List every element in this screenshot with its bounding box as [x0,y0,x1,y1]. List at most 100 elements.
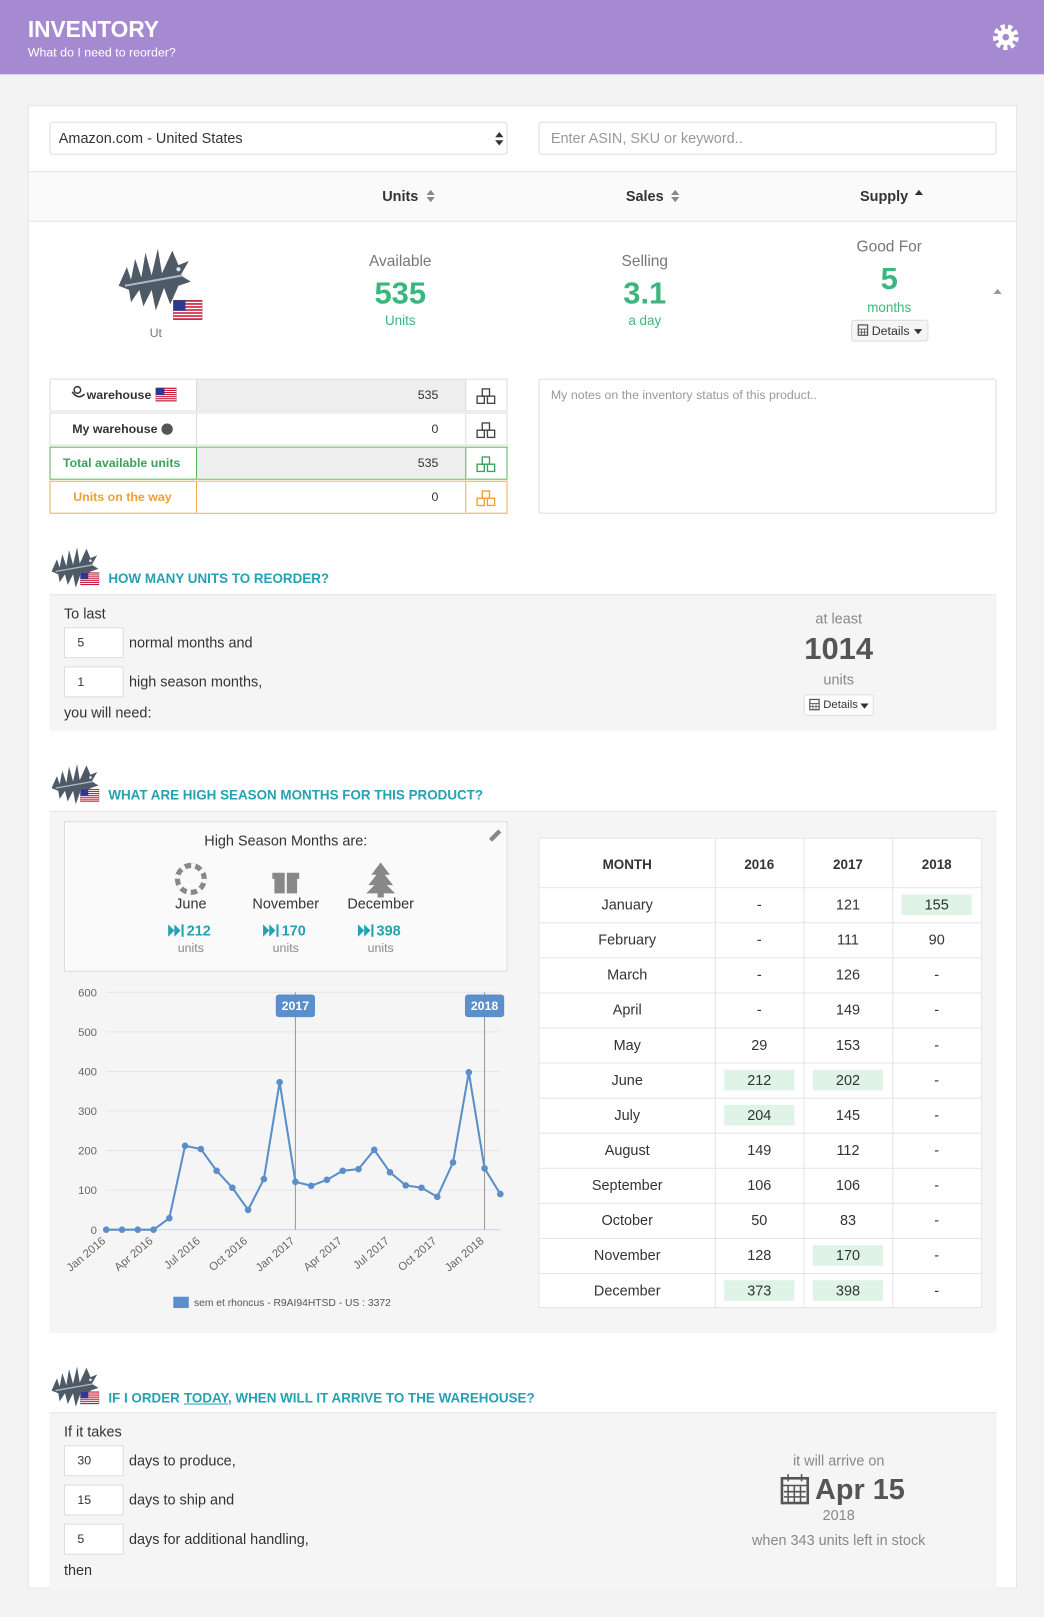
arrival-text: days for additional handling, [128,1530,309,1547]
highlight-cell [812,1280,884,1301]
table-month: June [611,1071,643,1088]
season-month-value: 212 [186,921,211,939]
table-month: April [612,1001,642,1018]
table-cell: - [934,1001,940,1018]
number-input-value: 1 [77,674,85,689]
table-month: July [614,1106,641,1124]
arrival-text: days to ship and [128,1491,235,1508]
table-cell: 121 [835,896,861,913]
table-cell: - [934,1036,940,1053]
notes-textarea[interactable] [538,378,997,514]
table-cell: - [756,931,762,948]
number-input[interactable] [63,1484,124,1516]
arrival-date: Apr 15 [814,1473,905,1506]
table-row-border [538,1027,983,1029]
title-text: IF I ORDER [108,1390,180,1406]
table-column-border [803,837,805,1309]
table-month: February [598,931,657,948]
table-month: November [593,1246,661,1264]
table-cell: - [934,1141,940,1159]
details-button[interactable] [851,319,929,342]
columns-row [28,171,1017,222]
season-month-unit: units [367,940,394,956]
stock-value: 0 [431,421,439,437]
season-month-name: November [252,895,320,912]
season-month-name: December [347,895,414,912]
table-cell: 106 [747,1176,772,1194]
highlight-cell [724,1104,795,1126]
number-input[interactable] [63,666,124,698]
table-cell: - [934,1211,940,1229]
stock-value-cell [196,447,467,479]
number-input-value: 15 [77,1492,92,1507]
number-input[interactable] [63,1445,124,1477]
sort-column[interactable]: Sales [625,187,664,204]
stat-value: 3.1 [623,276,667,311]
stat-unit: months [867,299,912,315]
table-cell: 153 [835,1036,861,1053]
stat-label: Available [368,252,432,271]
table-cell: 202 [835,1071,861,1088]
reorder-text: high season months, [128,673,263,690]
sort-column[interactable]: Supply [860,187,909,204]
season-month-unit: units [177,940,204,956]
stock-label: My warehouse [72,421,158,437]
table-cell: 50 [751,1211,768,1229]
table-header: MONTH [602,856,652,872]
header-bar [0,0,1044,75]
table-column-border [714,837,716,1309]
section-title: HOW MANY UNITS TO REORDER? [108,570,330,587]
table-cell: 106 [835,1176,861,1194]
table-row-border [538,1097,983,1099]
table-cell: 149 [835,1001,861,1018]
page-title: INVENTORY [27,16,160,43]
table-row-border [538,992,983,994]
table-cell: - [756,896,762,913]
stock-value-cell [196,413,467,445]
table-cell: 398 [835,1281,861,1299]
number-input-value: 5 [77,1531,85,1547]
table-cell: - [934,1246,940,1264]
sort-column[interactable]: Units [382,187,419,204]
table-cell: 170 [835,1246,861,1264]
notes-placeholder: My notes on the inventory status of this… [550,387,818,403]
details-button[interactable] [803,694,874,716]
number-input[interactable] [63,1523,124,1555]
stock-label: Total available units [62,455,181,471]
table-cell: - [934,1281,940,1299]
table-cell: 128 [747,1246,772,1264]
stat-label: Selling [621,252,668,271]
search-placeholder: Enter ASIN, SKU or keyword.. [550,129,743,147]
table-month: September [591,1176,663,1194]
details-label: Details [871,323,910,339]
table-row-border [538,1132,983,1134]
table-cell: 145 [835,1106,861,1124]
table-cell: - [934,1176,940,1194]
stock-value: 0 [431,489,439,505]
table-cell: 111 [836,931,859,948]
table-row-border [538,1062,983,1064]
reorder-text: To last [63,605,106,622]
season-month-value: 170 [281,921,306,939]
highlight-cell [901,894,972,916]
table-cell: - [756,1001,762,1018]
table-row-border [538,887,983,889]
table-month: August [604,1141,650,1159]
table-header: 2017 [833,856,863,872]
stock-value-cell [196,379,467,411]
highlight-cell [812,1245,884,1266]
table-month: October [601,1211,653,1229]
page-subtitle: What do I need to reorder? [27,45,176,60]
highlight-cell [812,1069,884,1091]
search-input[interactable] [538,121,997,155]
today-link[interactable]: TODAY [183,1390,228,1406]
table-cell: 373 [747,1281,772,1299]
table-cell: - [934,1106,940,1124]
marketplace-select[interactable] [49,121,508,155]
section-title: IF I ORDER TODAY, WHEN WILL IT ARRIVE TO … [108,1390,534,1405]
number-input[interactable] [63,627,124,659]
arrival-text: days to produce, [128,1452,236,1469]
table-month: March [607,966,648,983]
stock-value: 535 [417,387,439,403]
